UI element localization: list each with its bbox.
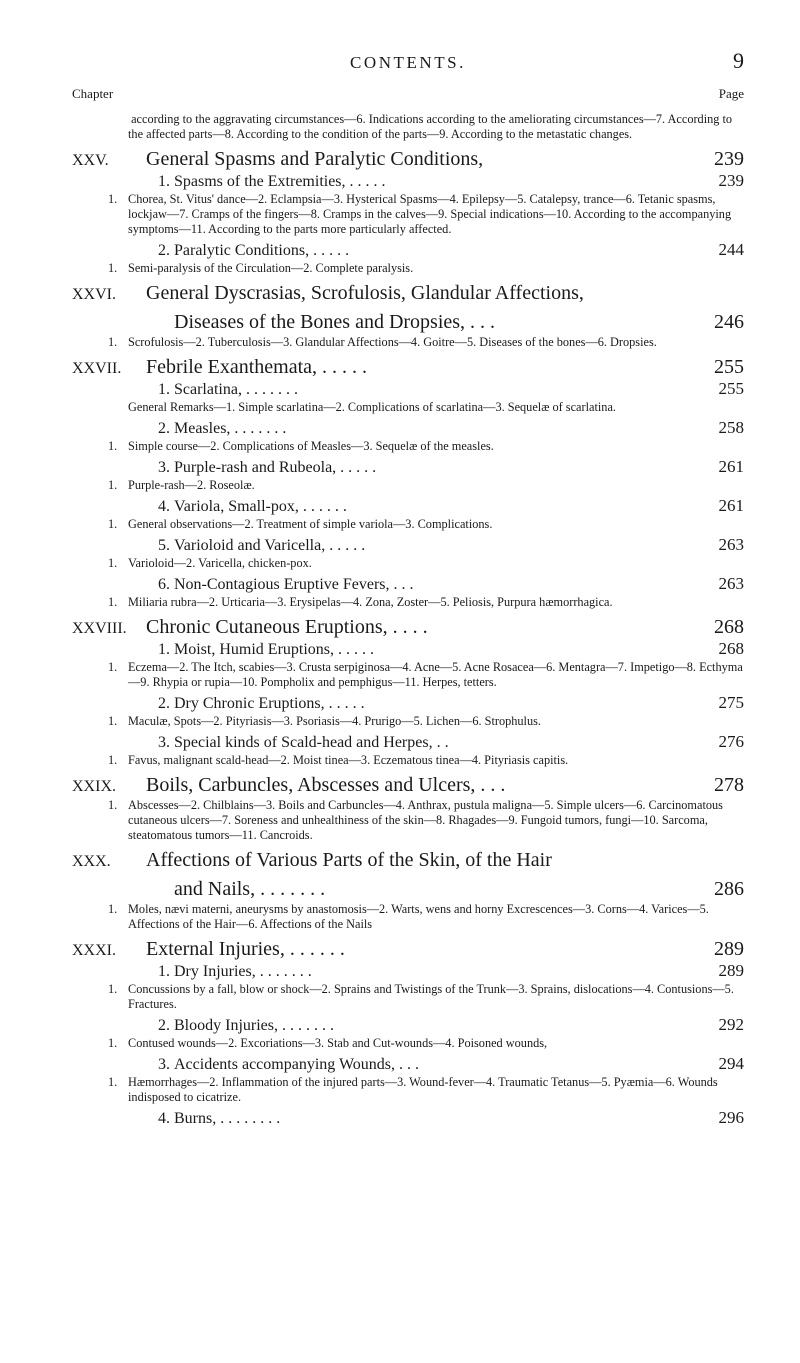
note: General Remarks—1. Simple scarlatina—2. … [72, 400, 744, 415]
toc-sub-xxvii-6: 6.Non-Contagious Eruptive Fevers, . . .2… [72, 574, 744, 594]
toc-sub-xxxi-4: 4.Burns, . . . . . . . .296 [72, 1108, 744, 1128]
note: 1.Moles, nævi materni, aneurysms by anas… [72, 902, 744, 932]
note: 1.Purple-rash—2. Roseolæ. [72, 478, 744, 493]
note: 1.Varioloid—2. Varicella, chicken-pox. [72, 556, 744, 571]
note: 1.Abscesses—2. Chilblains—3. Boils and C… [72, 798, 744, 843]
running-head: CONTENTS. 9 [72, 48, 744, 74]
note: 1.Eczema—2. The Itch, scabies—3. Crusta … [72, 660, 744, 690]
toc-sub-xxvii-4: 4.Variola, Small-pox, . . . . . .261 [72, 496, 744, 516]
toc-sub-xxxi-3: 3.Accidents accompanying Wounds, . . .29… [72, 1054, 744, 1074]
toc-sub-xxviii-1: 1.Moist, Humid Eruptions, . . . . .268 [72, 639, 744, 659]
toc-sub-xxv-2: 2. Paralytic Conditions, . . . . . 244 [72, 240, 744, 260]
note: 1.Favus, malignant scald-head—2. Moist t… [72, 753, 744, 768]
toc-row-xxviii: XXVIII. Chronic Cutaneous Eruptions, . .… [72, 616, 744, 639]
toc-sub-xxvii-5: 5.Varioloid and Varicella, . . . . .263 [72, 535, 744, 555]
toc-sub-xxv-1: 1. Spasms of the Extremities, . . . . . … [72, 171, 744, 191]
toc-row-xxxi: XXXI. External Injuries, . . . . . . 289 [72, 938, 744, 961]
toc-sub-xxvii-3: 3.Purple-rash and Rubeola, . . . . .261 [72, 457, 744, 477]
toc-row-xxix: XXIX. Boils, Carbuncles, Abscesses and U… [72, 774, 744, 797]
chap-no: XXV. [72, 152, 146, 170]
toc-row-xxvii: XXVII. Febrile Exanthemata, . . . . . 25… [72, 356, 744, 379]
toc-sub-xxviii-3: 3.Special kinds of Scald-head and Herpes… [72, 732, 744, 752]
note: 1.Miliaria rubra—2. Urticaria—3. Erysipe… [72, 595, 744, 610]
toc-row-xxx: XXX. Affections of Various Parts of the … [72, 849, 744, 872]
col-right: Page [719, 86, 744, 102]
toc-sub-xxvii-2: 2.Measles, . . . . . . .258 [72, 418, 744, 438]
column-labels: Chapter Page [72, 86, 744, 102]
note: 1.Scrofulosis—2. Tuberculosis—3. Glandul… [72, 335, 744, 350]
toc-sub-xxvii-1: 1.Scarlatina, . . . . . . .255 [72, 379, 744, 399]
toc-row-xxvi: XXVI. General Dyscrasias, Scrofulosis, G… [72, 282, 744, 305]
toc-sub-xxxi-2: 2.Bloody Injuries, . . . . . . .292 [72, 1015, 744, 1035]
rh-title: CONTENTS. [260, 53, 556, 73]
note: 1.General observations—2. Treatment of s… [72, 517, 744, 532]
chap-page: 239 [698, 148, 744, 171]
col-left: Chapter [72, 86, 113, 102]
pre-xxv-note: according to the aggravating circumstanc… [72, 112, 744, 142]
note: 1.Semi-paralysis of the Circulation—2. C… [72, 261, 744, 276]
note: 1.Contused wounds—2. Excoriations—3. Sta… [72, 1036, 744, 1051]
toc-row-xxx-cont: and Nails, . . . . . . . 286 [72, 878, 744, 901]
rh-page: 9 [556, 48, 744, 74]
toc-sub-xxviii-2: 2.Dry Chronic Eruptions, . . . . .275 [72, 693, 744, 713]
toc-sub-xxxi-1: 1.Dry Injuries, . . . . . . .289 [72, 961, 744, 981]
note: 1.Chorea, St. Vitus' dance—2. Eclampsia—… [72, 192, 744, 237]
note: 1.Concussions by a fall, blow or shock—2… [72, 982, 744, 1012]
note: 1.Hæmorrhages—2. Inflammation of the inj… [72, 1075, 744, 1105]
toc-row-xxvi-cont: Diseases of the Bones and Dropsies, . . … [72, 311, 744, 334]
note: 1.Simple course—2. Complications of Meas… [72, 439, 744, 454]
note: 1.Maculæ, Spots—2. Pityriasis—3. Psorias… [72, 714, 744, 729]
chap-title: General Spasms and Paralytic Conditions, [146, 148, 698, 171]
toc-row-xxv: XXV. General Spasms and Paralytic Condit… [72, 148, 744, 171]
